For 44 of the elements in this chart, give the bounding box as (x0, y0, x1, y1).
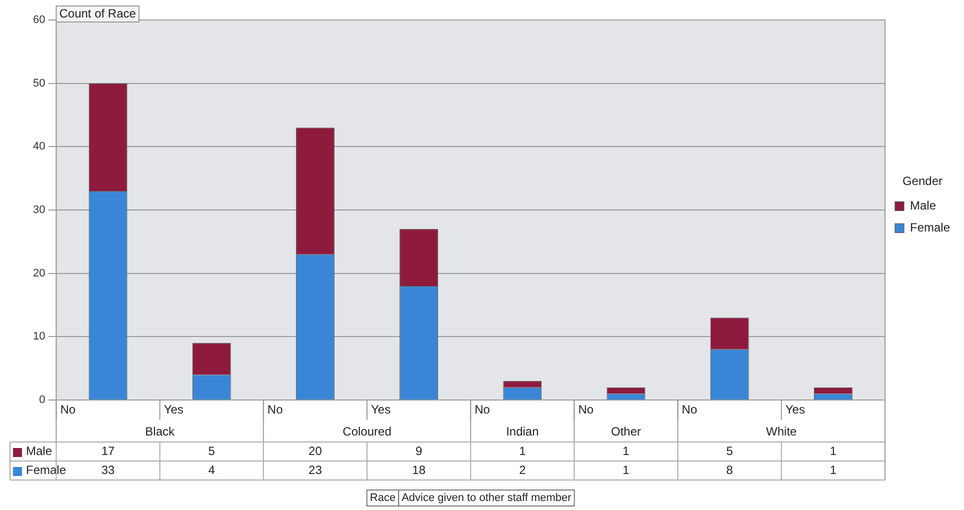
data-label: 18 (412, 462, 426, 477)
text: Advice given to other staff member (402, 492, 572, 504)
y-axis-title: Count of Race (59, 6, 136, 20)
data-label: 9 (415, 444, 422, 458)
y-tick-label: 30 (32, 204, 46, 216)
data-label: 23 (308, 462, 322, 477)
text: White (766, 424, 798, 438)
legend-title: Gender (902, 174, 943, 188)
text: Indian (506, 424, 539, 438)
data-label: 5 (208, 444, 216, 458)
data-label: 33 (101, 462, 116, 477)
data-label: 1 (519, 444, 526, 458)
x-tick-label: No (267, 402, 284, 416)
data-label: 1 (622, 462, 630, 477)
text: Female (26, 462, 66, 477)
data-label: 17 (101, 444, 116, 458)
text: Other (610, 424, 642, 438)
y-tick-label: 0 (39, 394, 46, 406)
data-label: 2 (519, 462, 526, 477)
text: Black (145, 424, 176, 438)
data-label: 4 (208, 462, 216, 477)
legend-label: Male (910, 198, 936, 213)
legend-label: Female (910, 220, 950, 235)
y-tick-label: 60 (32, 14, 46, 26)
x-tick-label: No (60, 402, 76, 416)
data-label: 5 (726, 444, 734, 458)
y-tick-label: 10 (32, 330, 46, 343)
data-label: 8 (726, 462, 734, 477)
x-tick-label: No (682, 402, 698, 416)
x-tick-label: Yes (371, 402, 391, 416)
data-label: 1 (622, 444, 630, 458)
data-label: 1 (830, 462, 837, 477)
x-tick-label: No (578, 402, 594, 416)
y-tick-label: 50 (32, 77, 46, 90)
text: Coloured (342, 424, 392, 438)
text: Male (26, 444, 52, 458)
x-tick-label: Yes (785, 402, 805, 416)
x-tick-label: No (474, 402, 490, 416)
y-tick-label: 40 (32, 140, 46, 153)
y-tick-label: 20 (32, 267, 46, 280)
x-tick-label: Yes (164, 402, 184, 416)
data-label: 1 (830, 444, 837, 458)
data-label: 20 (308, 444, 322, 458)
text: Race (370, 492, 396, 504)
